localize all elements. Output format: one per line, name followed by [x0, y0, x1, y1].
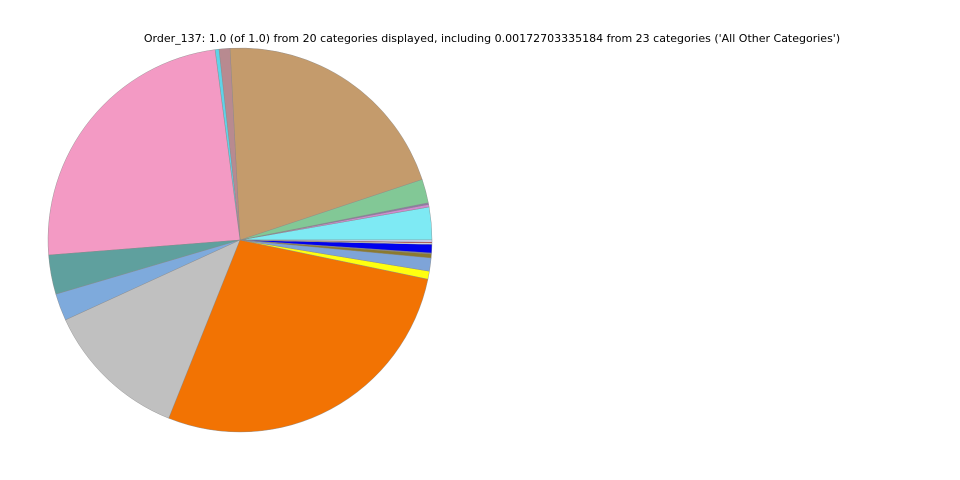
- pie-slice: [229, 47, 423, 241]
- chart-title: Order_137: 1.0 (of 1.0) from 20 categori…: [144, 32, 840, 45]
- pie-slice: [65, 239, 241, 419]
- pie-slice: [47, 49, 241, 256]
- pie-slice: [168, 239, 429, 433]
- pie-slice: [239, 239, 433, 243]
